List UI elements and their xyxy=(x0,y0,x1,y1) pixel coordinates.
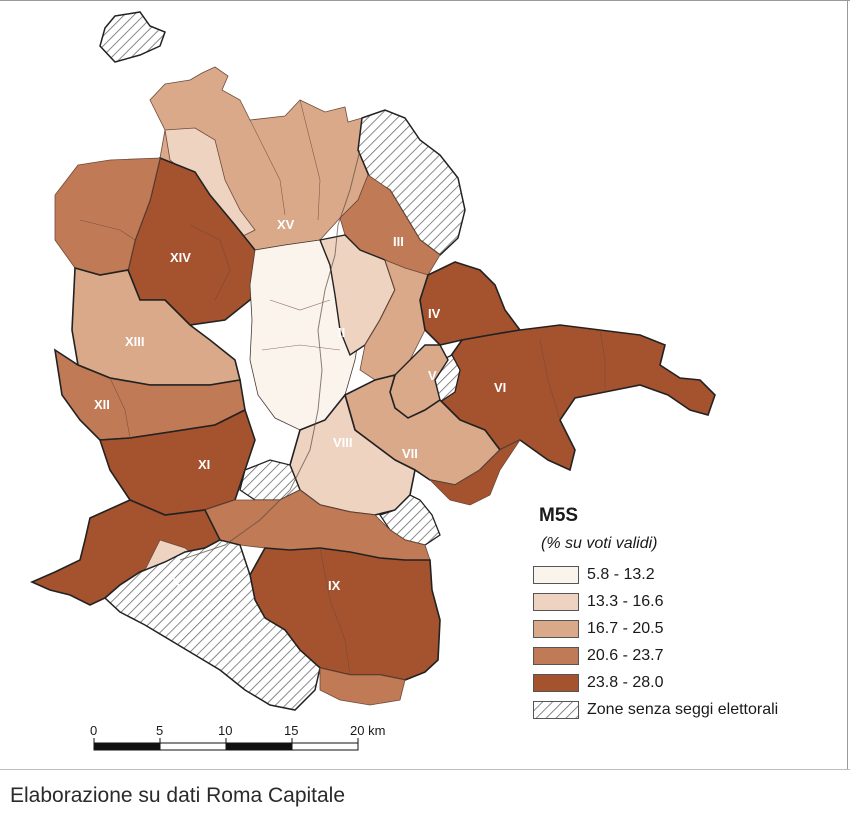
label-municipio-ix: IX xyxy=(328,578,341,593)
legend-label-class-4: 20.6 - 23.7 xyxy=(587,647,664,664)
label-municipio-x: X xyxy=(172,575,181,590)
legend-item-class-5: 23.8 - 28.0 xyxy=(533,671,843,695)
legend-swatch-class-3 xyxy=(533,620,579,638)
legend-subtitle: (% su voti validi) xyxy=(541,535,658,552)
label-municipio-xii: XII xyxy=(94,397,110,412)
legend-title: M5S xyxy=(539,505,579,526)
rome-municipi-map: XV III XIV IV II XIII V VI XII VIII VII … xyxy=(30,11,716,751)
legend-label-class-1: 5.8 - 13.2 xyxy=(587,566,655,583)
label-municipio-viii: VIII xyxy=(333,435,353,450)
scale-tick-15: 15 xyxy=(284,723,298,738)
tiber-river xyxy=(179,149,361,561)
label-municipio-xiii: XIII xyxy=(125,334,145,349)
legend-swatch-class-2 xyxy=(533,593,579,611)
legend-item-class-2: 13.3 - 16.6 xyxy=(533,590,843,614)
label-municipio-ii: II xyxy=(338,325,345,340)
scale-tick-0: 0 xyxy=(90,723,97,738)
zone-ix-south xyxy=(319,667,406,706)
zone-no-seats-south-central xyxy=(239,459,301,501)
legend-label-class-2: 13.3 - 16.6 xyxy=(587,593,664,610)
label-municipio-iv: IV xyxy=(428,306,441,321)
legend-swatch-class-4 xyxy=(533,647,579,665)
frame-top-border xyxy=(0,0,850,1)
legend-item-class-4: 20.6 - 23.7 xyxy=(533,644,843,668)
zone-vii-dark xyxy=(428,438,522,506)
district-boundaries xyxy=(79,99,606,676)
frame-right-border xyxy=(847,0,848,770)
label-municipio-xv: XV xyxy=(277,217,295,232)
label-municipio-vii: VII xyxy=(402,446,418,461)
legend-swatch-class-1 xyxy=(533,566,579,584)
label-municipio-vi: VI xyxy=(494,380,506,395)
map-legend: M5S (% su voti validi) 5.8 - 13.2 13.3 -… xyxy=(533,505,843,725)
label-municipio-v: V xyxy=(428,368,437,383)
label-municipio-xi: XI xyxy=(198,457,210,472)
scale-tick-10: 10 xyxy=(218,723,232,738)
legend-label-class-3: 16.7 - 20.5 xyxy=(587,620,664,637)
zone-no-seats-north xyxy=(99,11,166,63)
legend-swatch-class-5 xyxy=(533,674,579,692)
legend-item-class-3: 16.7 - 20.5 xyxy=(533,617,843,641)
legend-item-class-1: 5.8 - 13.2 xyxy=(533,563,843,587)
scale-bar: 0 5 10 15 20 km xyxy=(90,723,385,751)
legend-swatch-hatched xyxy=(533,701,579,719)
legend-label-class-5: 23.8 - 28.0 xyxy=(587,674,664,691)
legend-item-no-seats: Zone senza seggi elettorali xyxy=(533,698,843,722)
label-municipio-iii: III xyxy=(393,234,404,249)
zone-no-seats-coast xyxy=(103,539,321,711)
scale-tick-20-km: 20 km xyxy=(350,723,385,738)
label-municipio-xiv: XIV xyxy=(170,250,191,265)
source-caption: Elaborazione su dati Roma Capitale xyxy=(10,784,346,807)
frame-bottom-border xyxy=(0,769,850,770)
legend-label-no-seats: Zone senza seggi elettorali xyxy=(587,701,779,718)
scale-tick-5: 5 xyxy=(156,723,163,738)
